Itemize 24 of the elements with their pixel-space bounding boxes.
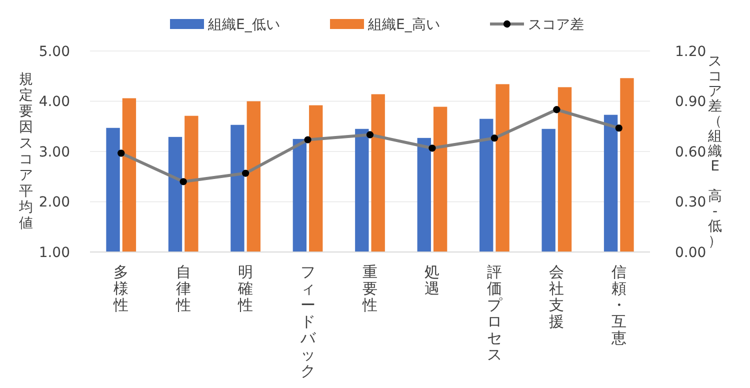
y2-tick-label: 0.30 <box>675 194 706 211</box>
x-tick-label: 自律性 <box>174 263 191 314</box>
y-tick-label: 4.00 <box>38 94 70 110</box>
y-tick-label: 2.00 <box>38 194 70 211</box>
y2-tick-label: 1.20 <box>675 44 706 60</box>
x-tick-label: 処遇 <box>424 263 440 298</box>
x-tick-label: 明確性 <box>237 263 254 314</box>
y2-tick-label: 0.90 <box>675 94 706 110</box>
legend-label: 組織E_高い <box>367 16 440 33</box>
y-tick-label: 1.00 <box>38 244 70 261</box>
x-tick-label: 信頼・互恵 <box>610 263 626 347</box>
legend-label: 組織E_低い <box>207 16 280 33</box>
x-tick-label: 会社支援 <box>549 263 564 330</box>
text: スコア差（組織E 高-低） <box>708 54 722 250</box>
y2-tick-label: 0.60 <box>675 144 706 160</box>
x-tick-label: 評価プロセス <box>486 263 503 364</box>
text: 規定要因スコア平均値 <box>19 72 33 232</box>
x-tick-label: 多様性 <box>112 263 129 314</box>
y-tick-label: 5.00 <box>38 44 70 60</box>
x-tick-label: フィードバック <box>299 263 316 380</box>
y-tick-label: 3.00 <box>38 144 70 160</box>
legend-label: スコア差 <box>528 16 584 33</box>
y2-tick-label: 0.00 <box>675 244 706 261</box>
x-tick-label: 重要性 <box>362 263 378 314</box>
